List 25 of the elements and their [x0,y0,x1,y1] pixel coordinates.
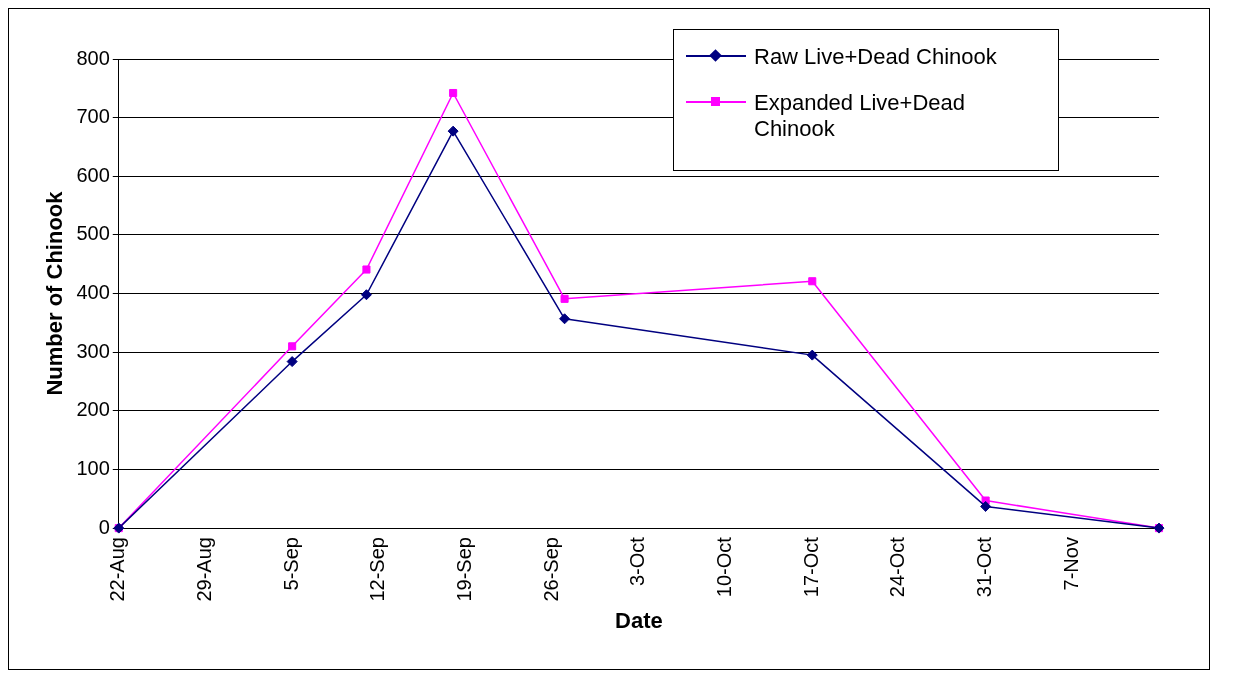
y-axis-title: Number of Chinook [42,190,68,396]
y-tick-label: 600 [76,163,110,186]
x-tick-label: 19-Sep [453,537,476,602]
x-tick-label: 26-Sep [539,537,562,602]
y-tick-label: 0 [98,515,110,538]
x-tick-label: 7-Nov [1059,537,1082,591]
y-tick-label: 800 [76,46,110,69]
x-tick-label: 3-Oct [626,536,649,587]
x-tick-label: 10-Oct [713,536,736,598]
x-tick-label: 12-Sep [366,537,389,602]
x-tick-label: 17-Oct [799,536,822,598]
y-tick-label: 500 [76,222,110,245]
y-tick-label: 200 [76,398,110,421]
y-tick-label: 100 [76,456,110,479]
y-tick-label: 300 [76,339,110,362]
y-tick-label: 700 [76,105,110,128]
x-tick-label: 5-Sep [279,537,302,591]
y-tick-label: 400 [76,281,110,304]
x-tick-label: 31-Oct [973,536,996,598]
x-tick-label: 29-Aug [192,537,215,602]
legend-label: Raw Live+Dead Chinook [754,44,997,70]
x-tick-label: 22-Aug [106,537,129,602]
legend-label: Expanded Live+Dead Chinook [754,90,966,142]
x-axis-title: Date [615,607,663,633]
x-tick-label: 24-Oct [886,536,909,598]
